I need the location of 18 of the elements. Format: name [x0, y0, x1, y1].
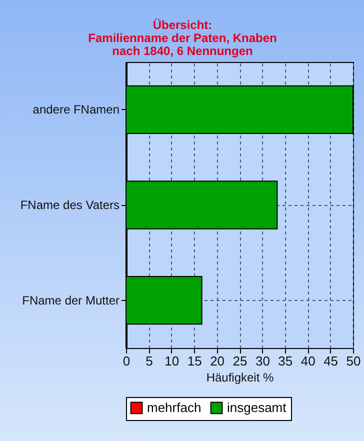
- x-tick-label: 40: [300, 354, 316, 368]
- legend-label: mehrfach: [147, 400, 202, 415]
- x-tick-label: 0: [122, 354, 130, 368]
- y-tick-label: andere FNamen: [32, 102, 120, 117]
- chart-title: Übersicht: Familienname der Paten, Knaben nach 1840, 6 Nennungen: [88, 18, 277, 58]
- x-tick-label: 5: [146, 354, 153, 368]
- y-tick-label: FName des Vaters: [20, 198, 120, 212]
- x-tick-label: 20: [210, 354, 225, 368]
- x-tick-label: 15: [187, 354, 202, 368]
- x-tick-label: 25: [232, 354, 248, 368]
- x-tick-label: 10: [164, 354, 180, 368]
- x-tick-label: 45: [324, 354, 338, 368]
- x-tick-label: 50: [346, 354, 361, 368]
- x-tick-label: 30: [255, 354, 270, 368]
- legend-label: insgesamt: [227, 400, 287, 415]
- y-tick-label: FName der Mutter: [22, 293, 120, 308]
- x-tick-label: 35: [278, 354, 293, 368]
- x-axis-title: Häufigkeit %: [206, 370, 274, 384]
